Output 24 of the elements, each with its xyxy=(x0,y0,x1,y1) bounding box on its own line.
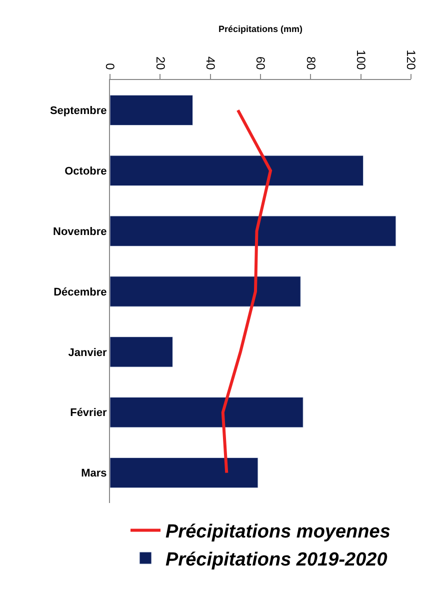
bar xyxy=(110,457,258,488)
bar xyxy=(110,397,304,428)
x-tick-label: 80 xyxy=(304,56,318,70)
legend-label: Précipitations moyennes xyxy=(166,522,390,543)
bar xyxy=(110,276,301,307)
x-tick-label: 60 xyxy=(254,56,268,70)
x-tick-label: 0 xyxy=(103,63,118,70)
y-tick-label: Janvier xyxy=(68,346,108,359)
x-tick-label: 20 xyxy=(153,56,168,70)
x-tick-label: 40 xyxy=(203,56,218,70)
y-tick-label: Mars xyxy=(81,468,107,480)
bar xyxy=(110,155,364,186)
y-tick-label: Septembre xyxy=(50,105,107,118)
legend-label: Précipitations 2019-2020 xyxy=(166,549,388,570)
x-axis-title: Précipitations (mm) xyxy=(218,24,303,34)
y-tick-label: Février xyxy=(70,407,108,420)
x-tick-label: 100 xyxy=(354,50,368,70)
y-tick-label: Novembre xyxy=(53,226,107,238)
x-tick-label: 120 xyxy=(404,50,418,70)
y-tick-label: Octobre xyxy=(64,165,107,178)
bar xyxy=(110,336,173,368)
y-tick-label: Décembre xyxy=(54,286,107,298)
bar xyxy=(110,216,396,246)
bar xyxy=(110,94,194,126)
